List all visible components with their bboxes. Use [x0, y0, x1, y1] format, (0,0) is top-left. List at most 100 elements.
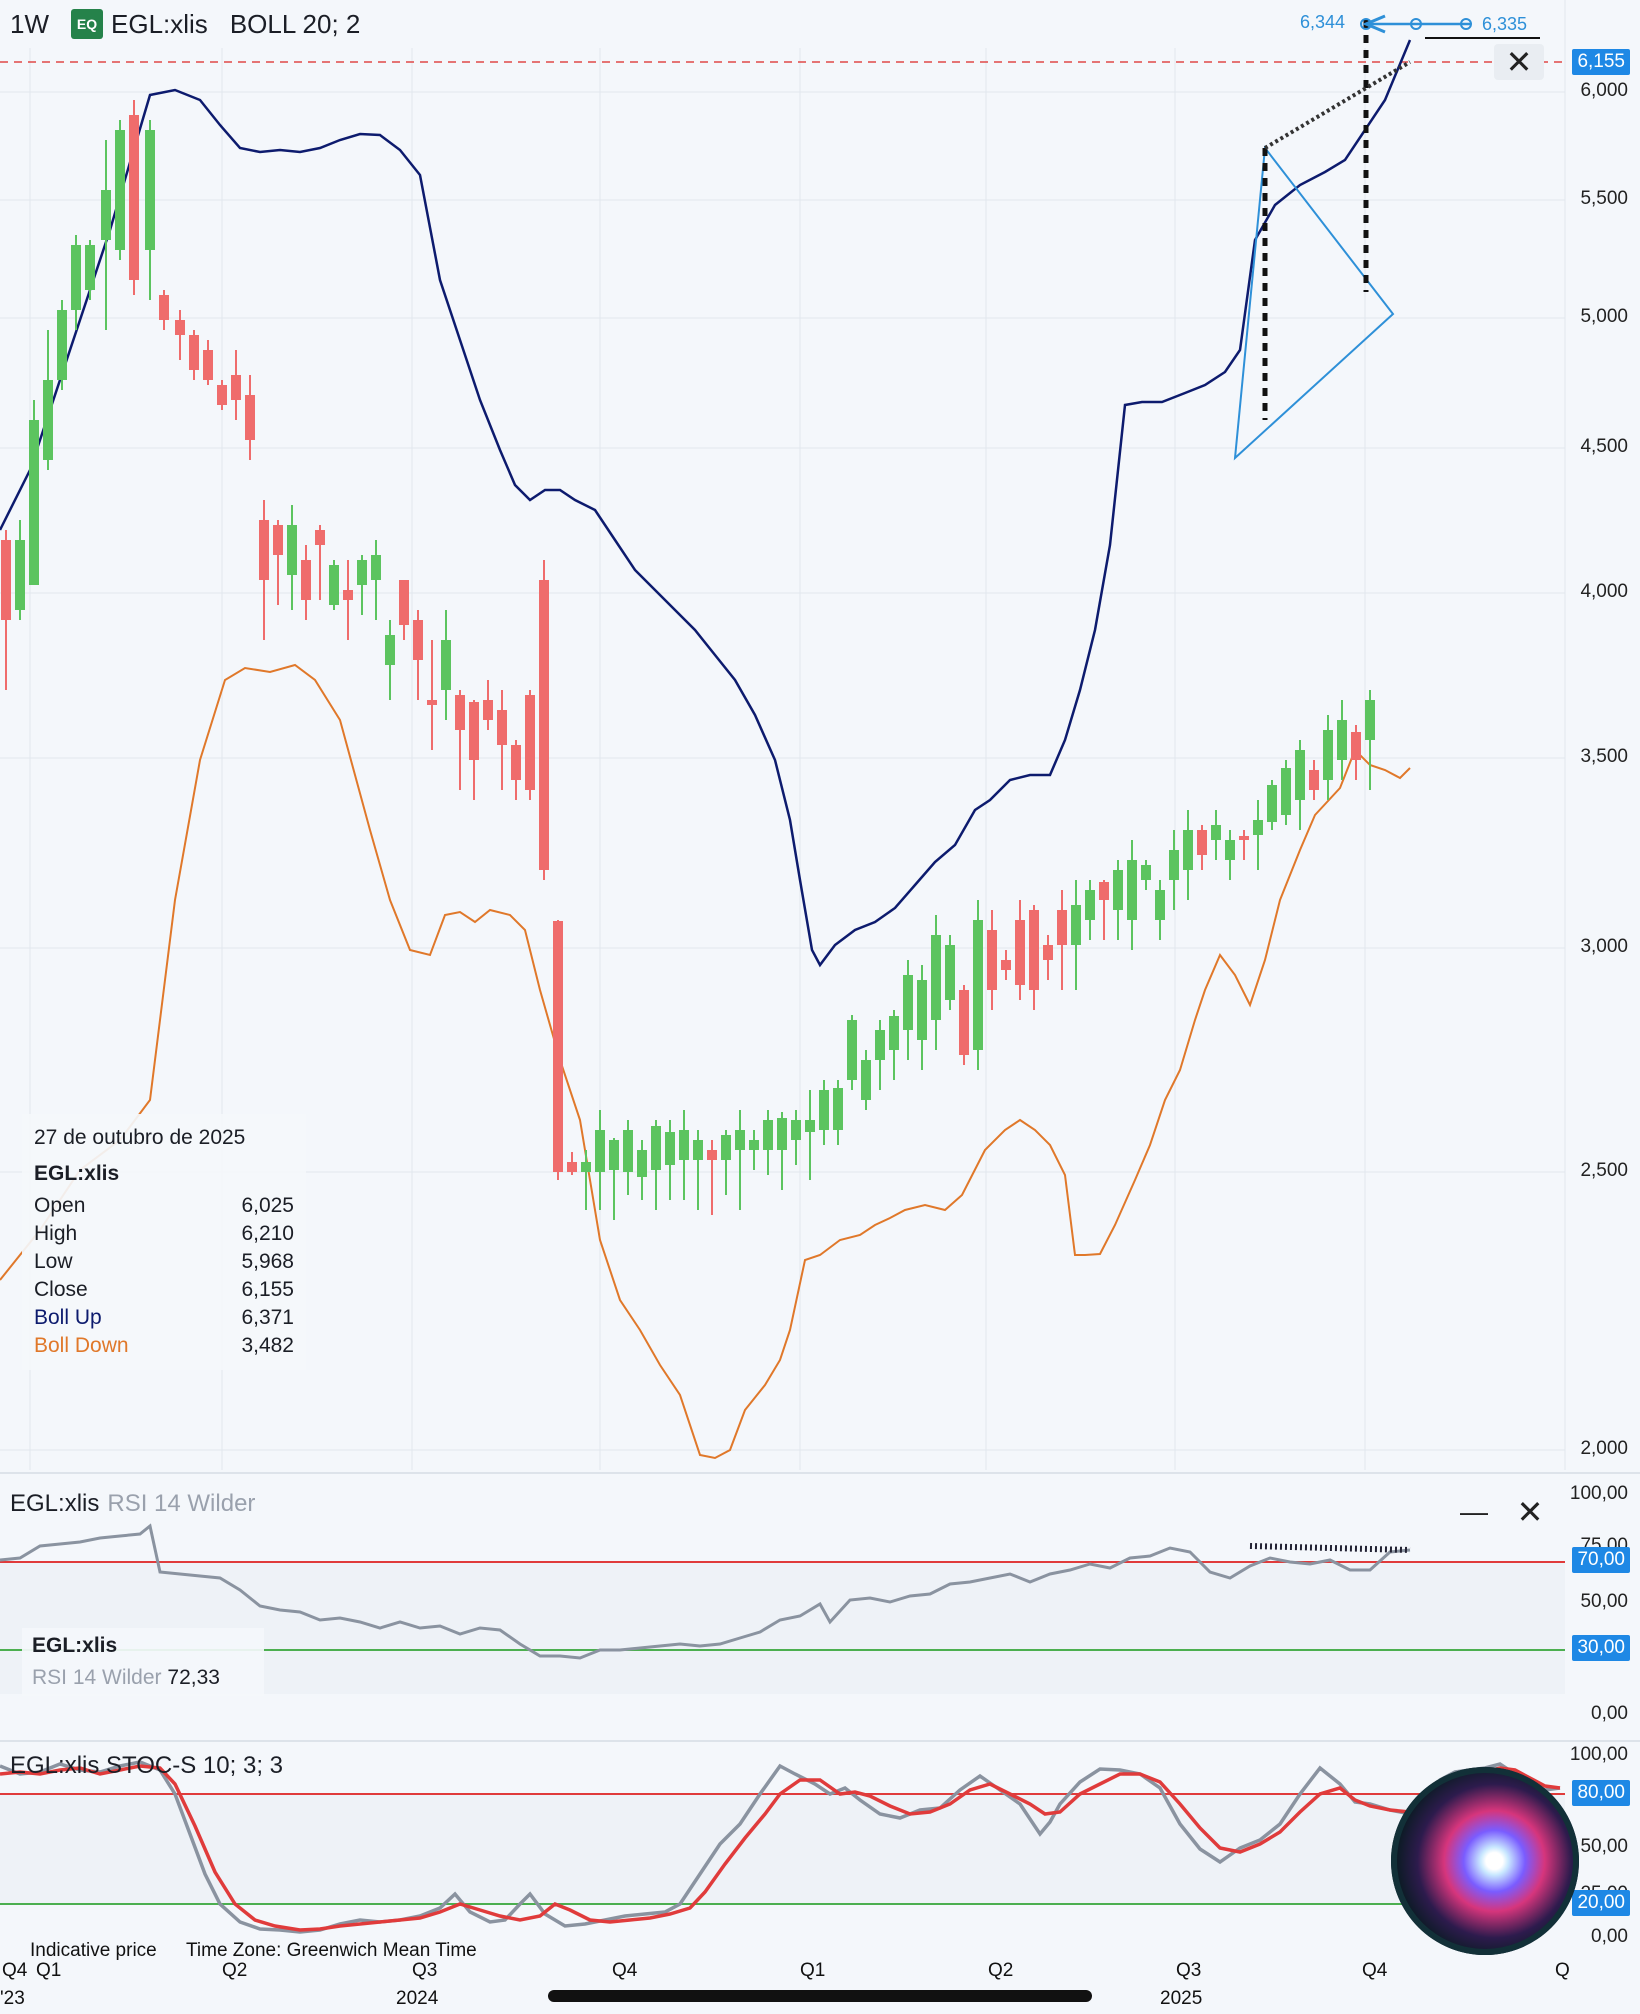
candlestick	[43, 330, 53, 470]
candlestick	[469, 700, 479, 800]
candlestick	[1141, 860, 1151, 890]
candlestick	[1085, 880, 1095, 940]
price-axis-label: 5,000	[1580, 306, 1628, 327]
candlestick	[945, 935, 955, 1010]
price-axis-label: 4,000	[1580, 581, 1628, 602]
rsi-legend-indicator: RSI 14 Wilder	[32, 1666, 162, 1689]
price-axis-label: 3,500	[1580, 746, 1628, 767]
candlestick	[763, 1110, 773, 1175]
triangle-drawing[interactable]	[1233, 145, 1395, 461]
candlestick	[85, 240, 95, 300]
candlestick	[1001, 950, 1011, 980]
minimize-icon[interactable]: —	[1460, 1496, 1488, 1527]
rsi-legend-value: 72,33	[167, 1666, 220, 1689]
symbol-selector[interactable]: EQ EGL:xlis	[71, 9, 208, 40]
candlestick	[791, 1110, 801, 1165]
candlestick	[693, 1130, 703, 1210]
candlestick	[721, 1130, 731, 1195]
range-end-label: 6,335	[1482, 14, 1528, 34]
rsi-axis-label: 0,00	[1591, 1703, 1628, 1724]
time-axis-year: 2024	[396, 1988, 439, 2009]
rsi-legend: EGL:xlis RSI 14 Wilder 72,33	[22, 1628, 264, 1696]
info-row: High 6,210	[34, 1220, 294, 1248]
candlestick	[273, 520, 283, 605]
rsi-lower-tag: 30,00	[1572, 1635, 1630, 1661]
siri-icon[interactable]	[1391, 1767, 1579, 1955]
candlestick	[1211, 810, 1221, 860]
time-axis-quarter: Q3	[1176, 1960, 1202, 1981]
candlestick	[497, 690, 507, 790]
candlestick	[707, 1140, 717, 1215]
time-axis-quarter: Q2	[222, 1960, 248, 1981]
arrow-left-icon	[1362, 14, 1386, 34]
candlestick	[455, 690, 465, 790]
price-chart[interactable]	[0, 0, 1640, 1470]
equity-badge: EQ	[71, 9, 103, 39]
rsi-close-icon[interactable]: ✕	[1516, 1494, 1544, 1530]
candlestick	[959, 985, 969, 1065]
candlestick	[1099, 880, 1109, 940]
stochastic-chart[interactable]	[0, 1744, 1640, 1962]
candlestick	[595, 1110, 605, 1210]
candlestick	[567, 1152, 577, 1175]
candlestick	[1225, 830, 1235, 880]
candlestick	[245, 375, 255, 460]
info-row-value: 3,482	[241, 1334, 294, 1357]
candlestick	[1127, 840, 1137, 950]
indicator-label[interactable]: BOLL 20; 2	[229, 8, 361, 39]
info-date: 27 de outubro de 2025	[34, 1126, 246, 1149]
time-axis-quarter: Q3	[412, 1960, 438, 1981]
info-row: Close 6,155	[34, 1276, 294, 1304]
price-axis-label: 3,000	[1580, 936, 1628, 957]
candlestick	[1281, 760, 1291, 825]
info-row-value: 6,210	[241, 1222, 294, 1245]
stoch-indicator: STOC-S 10; 3; 3	[106, 1752, 283, 1779]
rsi-symbol: EGL:xlis	[10, 1490, 100, 1517]
candlestick	[483, 680, 493, 730]
candlestick	[29, 400, 39, 585]
stoch-axis-label: 100,00	[1569, 1744, 1628, 1765]
rsi-trend-drawing[interactable]	[1249, 1543, 1411, 1553]
info-row: Boll Up 6,371	[34, 1304, 294, 1332]
rsi-axis-label: 100,00	[1569, 1483, 1628, 1504]
candlestick	[931, 915, 941, 1050]
candlestick	[413, 610, 423, 700]
bollinger-upper-line	[0, 39, 1412, 968]
timeframe-selector[interactable]: 1W	[10, 8, 49, 39]
candlestick	[819, 1080, 829, 1145]
candlestick	[1267, 780, 1277, 830]
stoch-lower-tag: 20,00	[1572, 1890, 1630, 1916]
timezone-note: Time Zone: Greenwich Mean Time	[186, 1940, 477, 1961]
candlestick	[1113, 860, 1123, 940]
time-axis-year: '23	[0, 1988, 25, 2009]
candlestick	[1295, 740, 1305, 830]
range-start-label: 6,344	[1300, 12, 1346, 32]
candlestick	[1015, 900, 1025, 1000]
candlestick	[1323, 715, 1333, 800]
candlestick	[115, 120, 125, 260]
ohlc-info-box: 27 de outubro de 2025 EGL:xlis Open 6,025…	[22, 1114, 306, 1370]
trend-dotted-line[interactable]	[1263, 60, 1412, 150]
home-indicator[interactable]	[548, 1990, 1092, 2002]
time-axis-quarter: Q1	[36, 1960, 62, 1981]
candlestick	[1183, 810, 1193, 900]
price-axis-label: 4,500	[1580, 436, 1628, 457]
price-axis-label: 2,500	[1580, 1160, 1628, 1181]
stoch-title: EGL:xlis STOC-S 10; 3; 3	[10, 1752, 283, 1780]
candlestick	[357, 555, 367, 615]
info-row: Open 6,025	[34, 1192, 294, 1220]
candlestick	[1197, 825, 1207, 870]
candlestick	[777, 1112, 787, 1190]
candlestick	[101, 140, 111, 330]
symbol-label: EGL:xlis	[111, 8, 208, 39]
candlestick	[441, 610, 451, 720]
info-row-label: Boll Down	[34, 1334, 129, 1357]
candlestick	[735, 1110, 745, 1210]
candlestick	[749, 1130, 759, 1170]
close-icon[interactable]: ✕	[1494, 44, 1544, 80]
candlestick	[1155, 880, 1165, 940]
candlestick	[805, 1090, 815, 1180]
candlestick	[287, 505, 297, 610]
stoch-axis-label: 50,00	[1580, 1836, 1628, 1857]
time-axis-quarter: Q2	[988, 1960, 1014, 1981]
